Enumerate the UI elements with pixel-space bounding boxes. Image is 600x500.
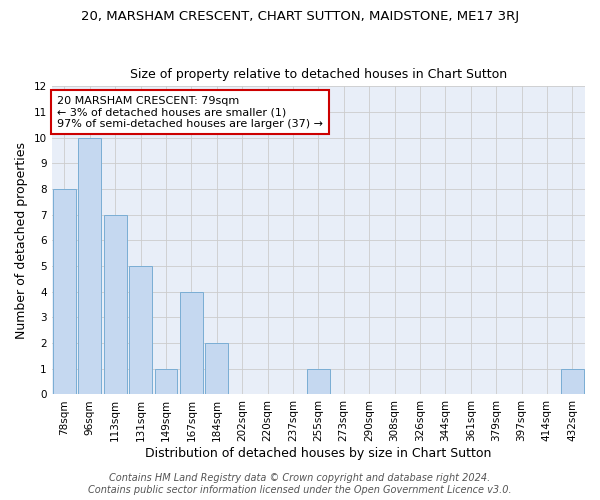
Bar xyxy=(180,292,203,394)
Bar xyxy=(129,266,152,394)
Bar xyxy=(104,214,127,394)
Text: 20 MARSHAM CRESCENT: 79sqm
← 3% of detached houses are smaller (1)
97% of semi-d: 20 MARSHAM CRESCENT: 79sqm ← 3% of detac… xyxy=(57,96,323,129)
Text: 20, MARSHAM CRESCENT, CHART SUTTON, MAIDSTONE, ME17 3RJ: 20, MARSHAM CRESCENT, CHART SUTTON, MAID… xyxy=(81,10,519,23)
Y-axis label: Number of detached properties: Number of detached properties xyxy=(15,142,28,339)
Bar xyxy=(561,369,584,394)
Bar xyxy=(205,343,228,394)
Bar xyxy=(155,369,178,394)
Text: Contains HM Land Registry data © Crown copyright and database right 2024.
Contai: Contains HM Land Registry data © Crown c… xyxy=(88,474,512,495)
Bar xyxy=(79,138,101,394)
Title: Size of property relative to detached houses in Chart Sutton: Size of property relative to detached ho… xyxy=(130,68,507,81)
Bar xyxy=(307,369,330,394)
X-axis label: Distribution of detached houses by size in Chart Sutton: Distribution of detached houses by size … xyxy=(145,447,491,460)
Bar xyxy=(53,189,76,394)
